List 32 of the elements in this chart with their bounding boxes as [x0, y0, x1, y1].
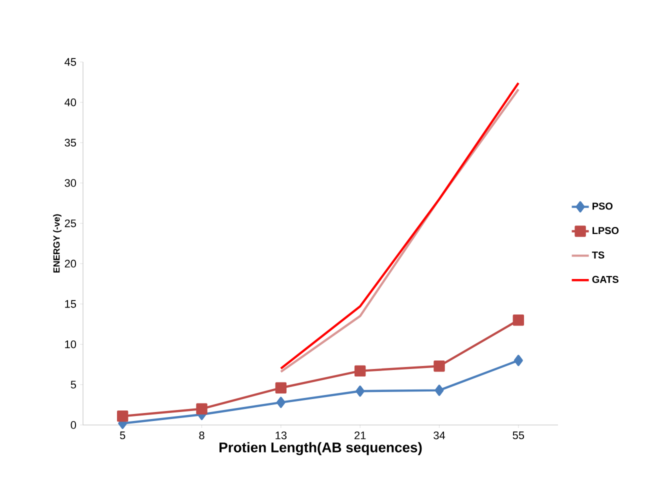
legend-label: GATS	[592, 276, 618, 283]
x-tick-label: 55	[512, 432, 524, 440]
x-tick-label: 8	[199, 432, 204, 440]
x-axis-title: Protien Length(AB sequences)	[220, 442, 422, 456]
point	[512, 314, 524, 326]
y-tick-label: 0	[70, 421, 76, 429]
point	[356, 386, 365, 397]
y-tick-label: 20	[64, 260, 76, 268]
y-tick-label: 40	[64, 98, 76, 106]
point	[514, 354, 523, 366]
point	[434, 360, 445, 372]
legend-label: PSO	[592, 202, 613, 210]
point	[434, 384, 444, 396]
legend-label: TS	[592, 251, 604, 259]
point	[276, 396, 286, 408]
y-tick-label: 10	[65, 340, 76, 348]
y-tick-label: 45	[64, 58, 76, 66]
x-tick-label: 34	[434, 432, 446, 440]
x-tick-label: 13	[276, 432, 287, 440]
legend-label: LPSO	[592, 227, 619, 234]
x-tick-label: 21	[354, 432, 366, 440]
y-tick-label: 15	[65, 300, 76, 308]
y-axis-title: ENERGY (-ve)	[53, 214, 62, 273]
y-tick-label: 35	[64, 138, 76, 147]
point	[116, 410, 128, 422]
x-tick-label: 5	[120, 432, 126, 440]
point	[275, 382, 287, 394]
point	[354, 365, 366, 377]
y-tick-label: 5	[70, 380, 76, 388]
point	[196, 403, 208, 414]
y-tick-label: 25	[64, 219, 76, 228]
y-tick-label: 30	[64, 179, 76, 187]
